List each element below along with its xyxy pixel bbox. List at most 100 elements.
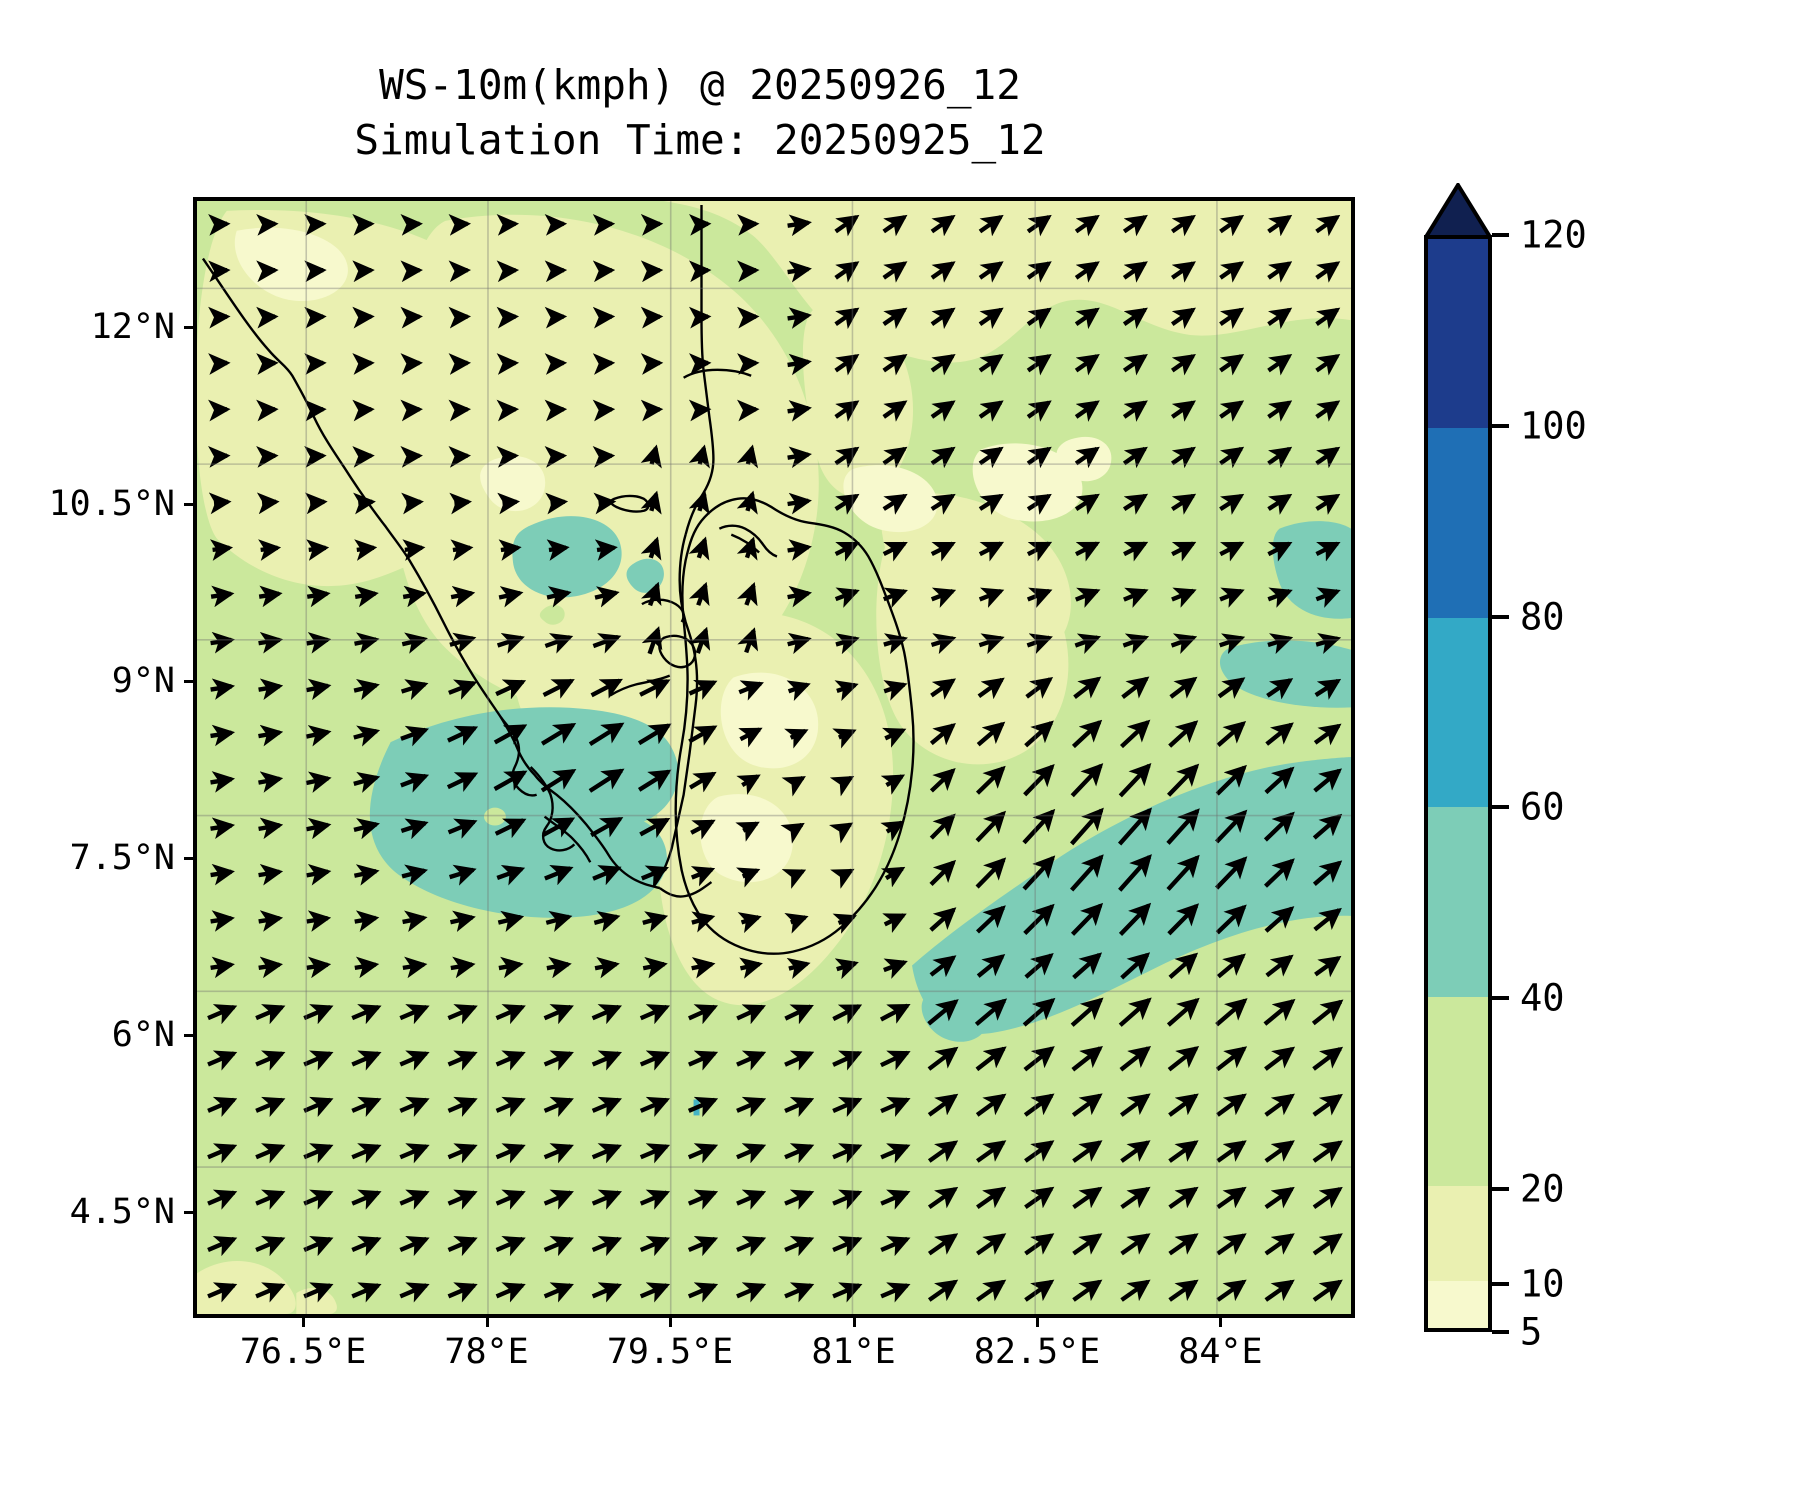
- wind-vector-arrow: [256, 399, 279, 422]
- wind-vector-arrow: [1023, 764, 1055, 797]
- wind-vector-arrow: [882, 493, 908, 515]
- wind-vector-arrow: [1070, 763, 1104, 798]
- wind-vector-arrow: [546, 539, 570, 561]
- wind-vector-arrow: [1024, 1140, 1055, 1163]
- wind-vector-arrow: [787, 353, 812, 376]
- wind-vector-arrow: [927, 1279, 959, 1302]
- wind-vector-arrow: [305, 492, 328, 515]
- wind-vector-arrow: [832, 913, 857, 934]
- wind-vector-arrow: [1168, 1140, 1199, 1163]
- wind-vector-arrow: [1264, 1233, 1295, 1256]
- wind-vector-arrow: [1072, 1233, 1103, 1256]
- wind-vector-arrow: [449, 632, 477, 654]
- wind-vector-arrow: [1315, 541, 1341, 562]
- wind-vector-arrow: [1219, 446, 1245, 469]
- wind-vector-arrow: [258, 678, 284, 700]
- y-tick-label: 12°N: [90, 306, 175, 347]
- wind-vector-arrow: [882, 400, 908, 422]
- wind-vector-arrow: [1071, 719, 1103, 749]
- wind-vector-arrow: [306, 864, 332, 886]
- wind-vector-arrow: [448, 679, 478, 700]
- wind-vector-arrow: [306, 910, 332, 932]
- wind-vector-arrow: [781, 869, 807, 889]
- wind-vector-arrow: [1219, 493, 1245, 515]
- wind-vector-arrow: [497, 492, 521, 515]
- wind-vector-arrow: [1311, 999, 1344, 1026]
- wind-vector-arrow: [493, 770, 528, 791]
- wind-vector-arrow: [1071, 1045, 1103, 1072]
- wind-vector-arrow: [1117, 807, 1153, 846]
- wind-vector-arrow: [1263, 858, 1295, 888]
- wind-vector-arrow: [1170, 353, 1196, 376]
- wind-vector-arrow: [1026, 541, 1053, 562]
- wind-vector-arrow: [1315, 307, 1341, 330]
- wind-vector-arrow: [883, 680, 908, 701]
- wind-vector-arrow: [1026, 214, 1052, 237]
- graticule-group: [197, 201, 1351, 1314]
- wind-vector-arrow: [1122, 633, 1150, 654]
- wind-vector-arrow: [305, 771, 332, 793]
- wind-vector-arrow: [354, 632, 380, 654]
- wind-vector-arrow: [736, 1096, 767, 1117]
- wind-vector-arrow: [736, 399, 760, 422]
- wind-vector-arrow: [1024, 1186, 1055, 1210]
- wind-vector-arrow: [1074, 307, 1100, 330]
- wind-vector-arrow: [592, 865, 622, 886]
- wind-vector-arrow: [496, 632, 525, 654]
- wind-vector-arrow: [1267, 214, 1293, 237]
- wind-vector-arrow: [737, 306, 760, 329]
- wind-vector-arrow: [208, 353, 231, 375]
- wind-vector-arrow: [1024, 720, 1054, 748]
- colorbar[interactable]: [1424, 183, 1492, 1332]
- wind-vector-arrow: [497, 910, 525, 933]
- wind-vector-arrow: [786, 957, 811, 980]
- wind-vector-arrow: [1122, 261, 1148, 283]
- wind-vector-arrow: [1026, 307, 1052, 330]
- wind-vector-arrow: [1026, 261, 1052, 283]
- wind-vector-arrow: [736, 774, 761, 795]
- wind-vector-arrow: [1122, 400, 1148, 422]
- wind-vector-arrow: [735, 821, 760, 842]
- colorbar-band: [1428, 807, 1488, 997]
- wind-vector-arrow: [978, 214, 1004, 237]
- wind-vector-arrow: [255, 1096, 286, 1117]
- wind-vector-arrow: [834, 493, 860, 515]
- wind-vector-arrow: [540, 722, 577, 746]
- wind-vector-arrow: [1072, 1186, 1103, 1210]
- wind-vector-arrow: [540, 768, 577, 793]
- wind-vector-arrow: [447, 1050, 478, 1071]
- wind-vector-arrow: [1170, 261, 1196, 283]
- wind-vector-arrow: [1168, 952, 1199, 980]
- wind-vector-arrow: [1072, 1279, 1103, 1302]
- wind-vector-arrow: [834, 353, 860, 376]
- wind-vector-arrow: [929, 723, 956, 746]
- wind-vector-arrow: [691, 911, 716, 933]
- wind-vector-arrow: [639, 1189, 671, 1210]
- wind-vector-arrow: [588, 722, 625, 747]
- wind-vector-arrow: [304, 353, 327, 375]
- wind-vector-arrow: [927, 1186, 959, 1210]
- wind-vector-arrow: [1267, 446, 1293, 469]
- wind-vector-arrow: [1264, 1093, 1295, 1117]
- wind-vector-arrow: [591, 1143, 622, 1164]
- map-plot-area[interactable]: [193, 197, 1355, 1318]
- colorbar-tick-label: 120: [1520, 213, 1587, 257]
- wind-vector-arrow: [401, 864, 429, 886]
- wind-vector-arrow: [1122, 307, 1148, 330]
- colorbar-tick-mark: [1492, 423, 1509, 428]
- wind-vector-arrow: [834, 214, 860, 237]
- wind-vector-arrow: [210, 585, 235, 608]
- wind-vector-arrow: [449, 492, 472, 515]
- wind-vector-arrow: [590, 816, 624, 838]
- wind-vector-arrow: [352, 445, 375, 468]
- wind-vector-arrow: [1074, 214, 1100, 237]
- wind-vector-arrow: [688, 771, 717, 793]
- wind-vector-arrow: [592, 399, 616, 422]
- wind-vector-arrow: [784, 1282, 815, 1303]
- wind-vector-arrow: [1215, 809, 1248, 844]
- wind-vector-arrow: [588, 768, 625, 793]
- wind-vector-arrow: [1166, 808, 1200, 845]
- wind-vector-arrow: [1216, 1186, 1247, 1210]
- wind-vector-arrow: [882, 307, 908, 330]
- colorbar-band: [1428, 617, 1488, 808]
